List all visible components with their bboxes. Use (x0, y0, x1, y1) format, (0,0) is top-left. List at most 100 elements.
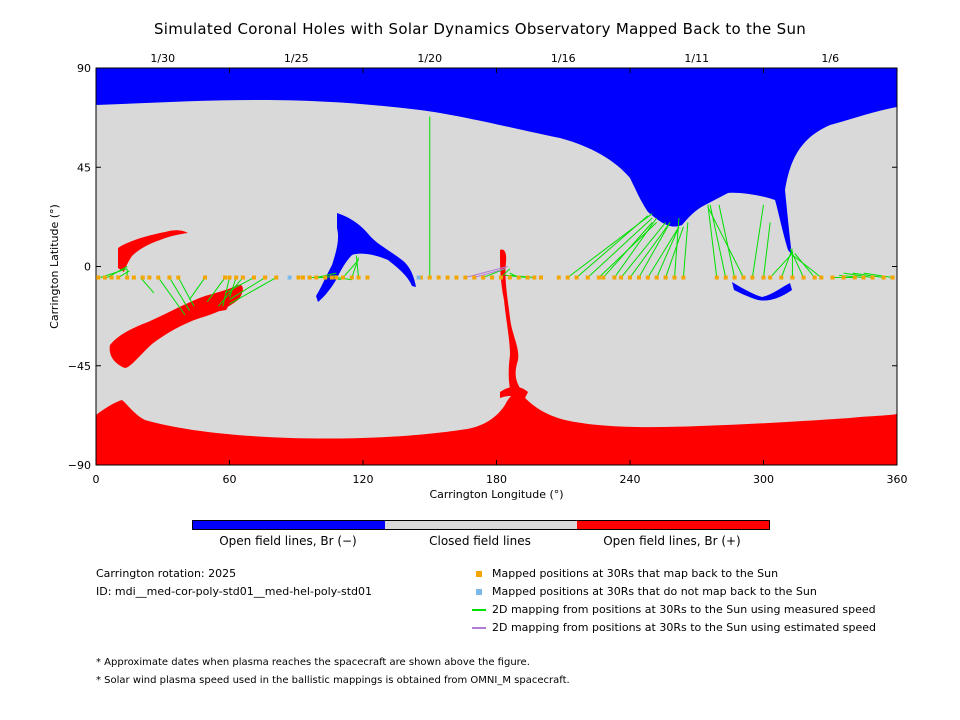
date-label: 1/16 (551, 52, 576, 65)
x-tick-label: 0 (93, 473, 100, 486)
mapped-point (556, 275, 561, 280)
x-tick-label: 180 (486, 473, 507, 486)
mapped-point (102, 275, 107, 280)
colorbar-label-negative: Open field lines, Br (−) (219, 534, 357, 548)
mapped-point (870, 275, 875, 280)
mapped-point (768, 275, 773, 280)
mapped-point (427, 275, 432, 280)
north-negative-hole-spot (766, 147, 792, 161)
measured-mapping-line (229, 277, 237, 298)
positive-hole-strand (500, 249, 520, 396)
colorbar-negative (193, 521, 385, 529)
footnote-speed: * Solar wind plasma speed used in the ba… (96, 675, 570, 686)
x-axis-label: Carrington Longitude (°) (429, 488, 563, 501)
measured-mapping-line (763, 222, 771, 278)
measured-mapping-line (718, 204, 736, 278)
mapped-point (349, 275, 354, 280)
measured-mapping-line (351, 257, 360, 278)
measured-mapping-line (789, 252, 822, 278)
measured-mapping-line (140, 277, 155, 294)
x-tick-label: 300 (753, 473, 774, 486)
y-tick-label: −45 (68, 360, 91, 373)
mapped-point (140, 275, 145, 280)
measured-mapping-line (629, 222, 671, 278)
mapped-point (109, 275, 114, 280)
measured-mapping-line (843, 272, 873, 279)
north-polar-negative-hole (96, 68, 897, 255)
legend-mapped-back: Mapped positions at 30Rs that map back t… (476, 567, 778, 580)
legend-measured: 2D mapping from positions at 30Rs to the… (472, 603, 876, 616)
measured-mapping-line (602, 222, 653, 278)
mapped-point (131, 275, 136, 280)
mapped-point (463, 275, 468, 280)
mapped-point (507, 275, 512, 280)
tick-marks (95, 67, 898, 466)
x-tick-label: 240 (620, 473, 641, 486)
y-tick-label: −90 (68, 459, 91, 472)
mapped-point (323, 275, 328, 280)
mapped-point (732, 275, 737, 280)
mapped-point (612, 275, 617, 280)
date-label: 1/20 (417, 52, 442, 65)
mapped-point (472, 275, 477, 280)
measured-mapping-line (157, 277, 186, 316)
mapped-point (167, 275, 172, 280)
mapped-point (227, 275, 232, 280)
mapped-point (841, 275, 846, 280)
measured-mapping-line (189, 277, 206, 300)
mapped-point (300, 275, 305, 280)
mapped-point (314, 275, 319, 280)
mapped-point (307, 275, 312, 280)
chart-title: Simulated Coronal Holes with Solar Dynam… (153, 20, 807, 38)
mapped-point (240, 275, 245, 280)
mapped-point (365, 275, 370, 280)
measured-mapping-line (342, 259, 359, 278)
mapped-point (454, 275, 459, 280)
mapped-point (340, 275, 345, 280)
mapped-point (296, 275, 301, 280)
mapped-point (436, 275, 441, 280)
legend-not-mapped: Mapped positions at 30Rs that do not map… (476, 585, 817, 598)
mapped-point (628, 275, 632, 280)
colorbar (192, 520, 770, 530)
mapped-point (663, 275, 668, 280)
legend-label: 2D mapping from positions at 30Rs to the… (492, 603, 876, 616)
mapped-point (418, 275, 423, 280)
mapped-point (223, 275, 228, 280)
mapped-point (329, 275, 334, 280)
legend-estimated: 2D mapping from positions at 30Rs to the… (472, 621, 876, 634)
south-polar-positive-hole (96, 392, 897, 465)
unmapped-point (287, 275, 292, 280)
mapped-point (116, 275, 121, 280)
mapped-point (645, 275, 650, 280)
mapped-point (636, 275, 641, 280)
mapped-point (881, 275, 886, 280)
measured-mapping-line (177, 277, 195, 307)
measured-mapping-line (509, 274, 535, 279)
mapped-point (176, 275, 181, 280)
x-tick-label: 120 (353, 473, 374, 486)
mapped-point (741, 275, 746, 280)
measured-mapping-line (229, 277, 277, 305)
unmapped-point (416, 275, 421, 280)
mapped-point (539, 275, 543, 280)
mapped-point (156, 275, 161, 280)
green-line-icon (472, 608, 486, 611)
y-axis-label: Carrington Latitude (°) (48, 204, 61, 329)
map-regions (96, 68, 897, 465)
purple-line-icon (472, 626, 486, 629)
mapped-point (565, 275, 570, 280)
colorbar-closed (385, 521, 577, 529)
mapped-point (234, 275, 239, 280)
mapped-point (516, 275, 521, 280)
measured-mapping-line (707, 204, 718, 278)
axis-text: 0 60 120 180 240 300 360 90 45 0 −45 −90 1/30 1/25 1/2… (48, 52, 908, 501)
mapped-point (723, 275, 728, 280)
mapping-lines (100, 116, 893, 316)
mapped-point (334, 275, 339, 280)
north-negative-hole-spot (690, 131, 704, 140)
measured-mapping-line (682, 222, 689, 278)
measured-mapping-line (217, 277, 244, 307)
measured-mapping-line (638, 222, 671, 278)
